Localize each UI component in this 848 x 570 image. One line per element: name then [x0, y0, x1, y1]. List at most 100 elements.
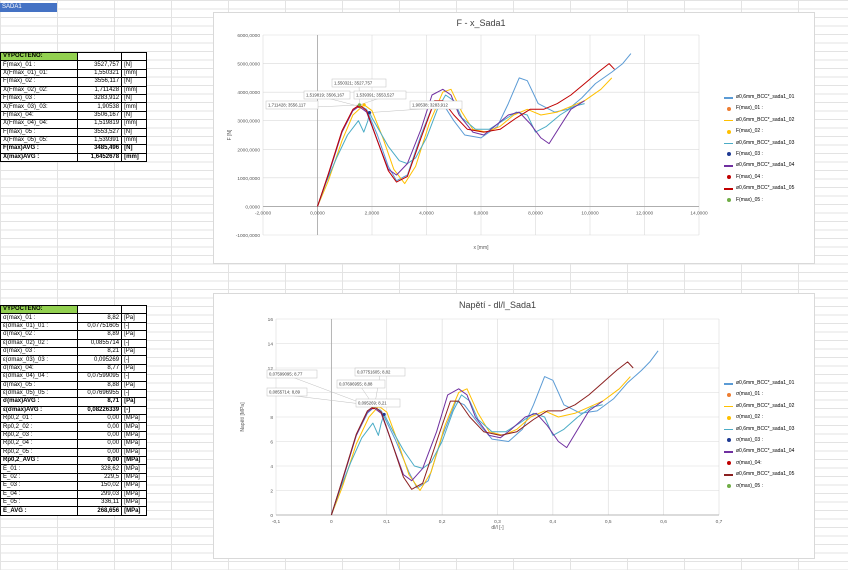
table-header-empty[interactable] — [77, 304, 123, 315]
value-cell[interactable]: 8,71 — [77, 397, 123, 407]
value-cell[interactable]: 8,82 — [77, 313, 123, 323]
value-cell[interactable]: 1,539391 — [77, 135, 123, 146]
max-point-marker[interactable] — [367, 111, 372, 115]
data-label-box[interactable] — [266, 387, 308, 397]
data-label-box[interactable] — [303, 90, 351, 100]
legend-entry[interactable]: F(max)_03 : — [722, 149, 794, 160]
unit-cell[interactable]: [N] — [121, 110, 147, 121]
legend-entry[interactable]: ø0,6mm_BCC*_sada1_02 — [722, 401, 794, 412]
unit-cell[interactable]: [MPa] — [121, 414, 147, 424]
unit-cell[interactable]: [-] — [121, 372, 147, 382]
value-cell[interactable]: 150,02 — [77, 481, 123, 491]
value-cell[interactable]: 1,90538 — [77, 102, 123, 112]
unit-cell[interactable]: [MPa] — [121, 481, 147, 491]
unit-cell[interactable]: [MPa] — [121, 422, 147, 432]
legend-entry[interactable]: ø0,6mm_BCC*_sada1_04 — [722, 160, 794, 171]
unit-cell[interactable]: [MPa] — [121, 464, 147, 474]
legend-entry[interactable]: ø0,6mm_BCC*_sada1_01 — [722, 92, 794, 103]
label-cell[interactable]: E_01 : — [0, 464, 79, 474]
unit-cell[interactable]: [mm] — [121, 102, 147, 112]
label-cell[interactable]: X(Fmax_03)_03: — [0, 102, 79, 112]
value-cell[interactable]: 0,08226339 — [77, 405, 123, 416]
label-cell[interactable]: ε(σmax_01)_01 : — [0, 321, 79, 332]
label-cell[interactable]: E_04 : — [0, 489, 79, 500]
unit-cell[interactable]: [mm] — [121, 68, 147, 79]
series-line[interactable] — [330, 388, 603, 516]
label-cell[interactable]: F(max)_05 : — [0, 127, 79, 137]
legend-entry[interactable]: ø0,6mm_BCC*_sada1_01 — [722, 378, 794, 389]
unit-cell[interactable]: [-] — [121, 321, 147, 332]
label-cell[interactable]: σ(max)_01 : — [0, 313, 79, 323]
unit-cell[interactable]: [Pa] — [121, 397, 147, 407]
legend-entry[interactable]: σ(max)_05 : — [722, 481, 794, 492]
label-cell[interactable]: Rp0,2_04 : — [0, 439, 79, 449]
value-cell[interactable]: 3527,757 — [77, 60, 123, 70]
label-cell[interactable]: σ(max)_05 : — [0, 380, 79, 390]
label-cell[interactable]: X(Fmax_04)_04: — [0, 119, 79, 129]
legend-entry[interactable]: ø0,6mm_BCC*_sada1_05 — [722, 469, 794, 480]
label-cell[interactable]: E_03 : — [0, 481, 79, 491]
data-label-box[interactable] — [355, 398, 401, 408]
unit-cell[interactable]: [N] — [121, 93, 147, 104]
legend-entry[interactable]: F(max)_04 : — [722, 172, 794, 183]
max-point-marker[interactable] — [362, 103, 366, 107]
label-cell[interactable]: F(max)AVG : — [0, 144, 79, 154]
table-header-label[interactable]: VYPOČTENO: — [0, 304, 79, 315]
value-cell[interactable]: 3553,527 — [77, 127, 123, 137]
value-cell[interactable]: 328,62 — [77, 464, 123, 474]
data-label-box[interactable] — [331, 78, 387, 88]
unit-cell[interactable]: [Pa] — [121, 363, 147, 374]
label-cell[interactable]: Rp0,2_05 : — [0, 447, 79, 458]
value-cell[interactable]: 268,656 — [77, 506, 123, 516]
label-cell[interactable]: X(Fmax_05)_05: — [0, 135, 79, 146]
unit-cell[interactable]: [MPa] — [121, 497, 147, 508]
label-cell[interactable]: ε(σmax)AVG : — [0, 405, 79, 416]
label-cell[interactable]: ε(σmax_03)_03 : — [0, 355, 79, 365]
value-cell[interactable]: 3556,117 — [77, 77, 123, 87]
legend-entry[interactable]: σ(max)_02 : — [722, 412, 794, 423]
max-point-marker[interactable] — [357, 103, 362, 107]
unit-cell[interactable]: [MPa] — [121, 506, 147, 516]
unit-cell[interactable]: [MPa] — [121, 447, 147, 458]
legend-entry[interactable]: ø0,6mm_BCC*_sada1_05 — [722, 183, 794, 194]
value-cell[interactable]: 0,00 — [77, 422, 123, 432]
value-cell[interactable]: 229,5 — [77, 472, 123, 483]
legend-entry[interactable]: ø0,6mm_BCC*_sada1_03 — [722, 138, 794, 149]
value-cell[interactable]: 0,00 — [77, 456, 123, 466]
data-label-box[interactable] — [336, 379, 386, 389]
value-cell[interactable]: 1,711428 — [77, 85, 123, 95]
unit-cell[interactable]: [-] — [121, 405, 147, 416]
label-cell[interactable]: F(max)_02 : — [0, 77, 79, 87]
table-header-empty[interactable] — [121, 51, 147, 62]
label-cell[interactable]: X(max)AVG : — [0, 152, 79, 163]
value-cell[interactable]: 8,88 — [77, 380, 123, 390]
label-cell[interactable]: Rp0,2_03 : — [0, 430, 79, 441]
unit-cell[interactable]: [MPa] — [121, 456, 147, 466]
legend-entry[interactable]: F(max)_02 : — [722, 126, 794, 137]
value-cell[interactable]: 0,07599095 — [77, 372, 123, 382]
table-header-empty[interactable] — [121, 304, 147, 315]
value-cell[interactable]: 8,77 — [77, 363, 123, 374]
chart-stress-strain[interactable]: Napětí - dl/l_Sada10246810121416-0,100,1… — [213, 293, 815, 559]
unit-cell[interactable]: [Pa] — [121, 313, 147, 323]
label-cell[interactable]: σ(max)_02 : — [0, 330, 79, 340]
value-cell[interactable]: 0,095269 — [77, 355, 123, 365]
value-cell[interactable]: 3485,496 — [77, 144, 123, 154]
label-cell[interactable]: σ(max)AVG : — [0, 397, 79, 407]
max-point-marker[interactable] — [382, 412, 386, 417]
label-cell[interactable]: σ(max)_03 : — [0, 346, 79, 357]
unit-cell[interactable]: [Pa] — [121, 380, 147, 390]
table-header-label[interactable]: VYPOČTENO: — [0, 51, 79, 62]
table-header-empty[interactable] — [77, 51, 123, 62]
unit-cell[interactable]: [N] — [121, 144, 147, 154]
chart-force-displacement[interactable]: F - x_Sada1 -1000,0000 0,0000 1000,0000 2000… — [213, 12, 815, 264]
label-cell[interactable]: Rp0,2_01 : — [0, 414, 79, 424]
unit-cell[interactable]: [MPa] — [121, 472, 147, 483]
value-cell[interactable]: 1,519819 — [77, 119, 123, 129]
data-label-box[interactable] — [409, 100, 463, 110]
value-cell[interactable]: 0,07696955 — [77, 388, 123, 399]
sheet-name-cell[interactable]: SADA1 — [0, 3, 57, 12]
unit-cell[interactable]: [N] — [121, 77, 147, 87]
unit-cell[interactable]: [N] — [121, 60, 147, 70]
data-label-box[interactable] — [266, 369, 318, 379]
